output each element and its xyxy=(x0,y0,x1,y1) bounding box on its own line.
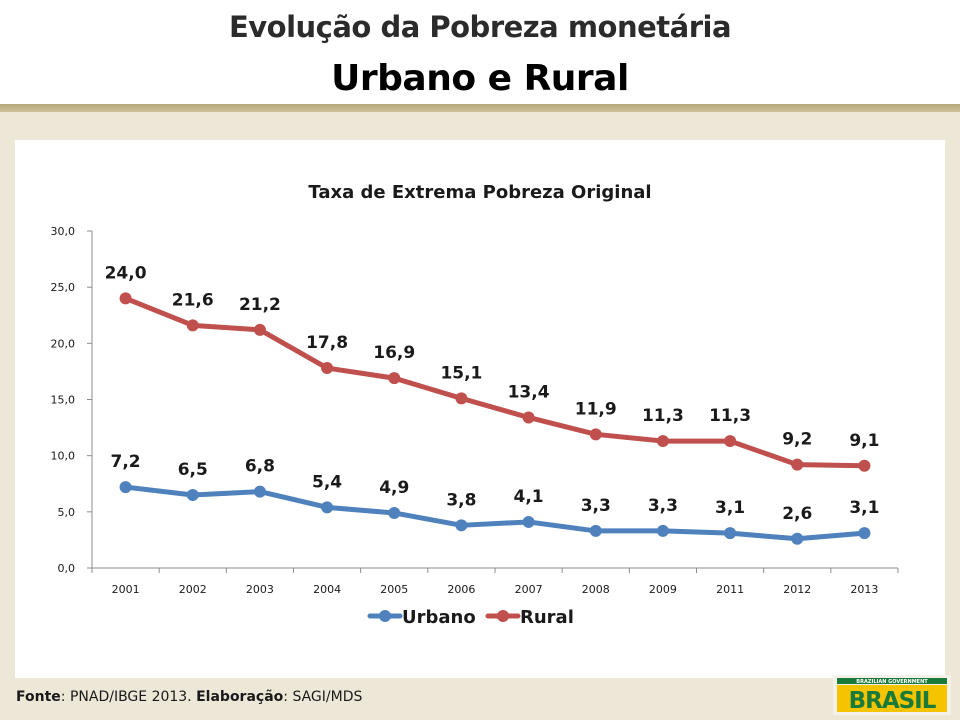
page-subtitle: Urbano e Rural xyxy=(331,58,629,99)
data-point xyxy=(858,527,871,540)
y-tick-label: 20,0 xyxy=(51,337,76,350)
data-point xyxy=(388,506,401,519)
x-tick-label: 2007 xyxy=(515,583,543,596)
x-tick-label: 2008 xyxy=(582,583,610,596)
page-title: Evolução da Pobreza monetária xyxy=(228,10,732,44)
data-label: 3,1 xyxy=(849,498,879,518)
data-label: 4,9 xyxy=(379,478,409,498)
source-note: Fonte: PNAD/IBGE 2013. Elaboração: SAGI/… xyxy=(16,689,362,705)
data-point xyxy=(119,292,132,305)
x-tick-label: 2013 xyxy=(850,583,878,596)
data-label: 17,8 xyxy=(306,333,348,353)
data-point xyxy=(455,519,468,532)
data-label: 11,3 xyxy=(642,406,684,426)
x-tick-label: 2004 xyxy=(313,583,341,596)
chart-panel xyxy=(15,140,945,678)
x-tick-label: 2012 xyxy=(783,583,811,596)
x-tick-label: 2003 xyxy=(246,583,274,596)
data-label: 5,4 xyxy=(312,472,342,492)
logo-small-text: BRAZILIAN GOVERNMENT xyxy=(856,679,928,685)
data-point xyxy=(656,435,669,448)
data-label: 2,6 xyxy=(782,504,812,524)
data-label: 15,1 xyxy=(440,363,482,383)
data-point xyxy=(455,392,468,405)
data-point xyxy=(253,323,266,336)
data-point xyxy=(522,515,535,528)
elaboration-text: : SAGI/MDS xyxy=(283,689,363,705)
data-point xyxy=(724,435,737,448)
series-line-urbano xyxy=(123,484,867,542)
data-point xyxy=(791,458,804,471)
data-label: 11,9 xyxy=(575,399,617,419)
data-point xyxy=(656,524,669,537)
data-point xyxy=(186,319,199,332)
y-tick-label: 25,0 xyxy=(51,281,76,294)
x-tick-label: 2005 xyxy=(380,583,408,596)
legend-label: Urbano xyxy=(402,607,476,628)
y-tick-label: 10,0 xyxy=(51,450,76,463)
data-point xyxy=(388,372,401,385)
x-tick-label: 2006 xyxy=(447,583,475,596)
data-point xyxy=(119,481,132,494)
data-label: 21,6 xyxy=(172,290,214,310)
source-label: Fonte xyxy=(16,689,61,705)
y-tick-label: 15,0 xyxy=(51,394,76,407)
y-tick-label: 0,0 xyxy=(58,562,76,575)
data-label: 3,1 xyxy=(715,498,745,518)
x-tick-label: 2009 xyxy=(649,583,677,596)
y-tick-label: 30,0 xyxy=(51,225,76,238)
data-point xyxy=(522,411,535,424)
source-text: : PNAD/IBGE 2013. xyxy=(60,689,197,705)
data-label: 4,1 xyxy=(514,487,544,507)
data-label: 6,5 xyxy=(178,460,208,480)
data-point xyxy=(858,459,871,472)
data-point xyxy=(589,524,602,537)
header: Evolução da Pobreza monetária Urbano e R… xyxy=(0,0,960,104)
data-label: 3,8 xyxy=(446,490,476,510)
data-point xyxy=(321,501,334,514)
data-label: 7,2 xyxy=(111,452,141,472)
data-label: 3,3 xyxy=(648,496,678,516)
data-label: 3,3 xyxy=(581,496,611,516)
legend-swatch-marker xyxy=(497,610,509,622)
header-divider xyxy=(0,104,960,112)
data-point xyxy=(589,428,602,441)
x-tick-label: 2001 xyxy=(112,583,140,596)
legend-swatch-marker xyxy=(379,610,391,622)
logo-word: BRASIL xyxy=(849,688,937,714)
data-label: 21,2 xyxy=(239,295,281,315)
data-point xyxy=(791,532,804,545)
data-label: 13,4 xyxy=(508,382,550,402)
data-label: 9,2 xyxy=(782,430,812,450)
data-point xyxy=(724,527,737,540)
brasil-government-logo: BRAZILIAN GOVERNMENT BRASIL xyxy=(833,675,951,715)
data-label: 6,8 xyxy=(245,457,275,477)
y-tick-label: 5,0 xyxy=(58,506,76,519)
chart-title: Taxa de Extrema Pobreza Original xyxy=(308,182,652,203)
data-label: 9,1 xyxy=(849,431,879,451)
data-label: 16,9 xyxy=(373,343,415,363)
elaboration-label: Elaboração xyxy=(196,689,284,705)
data-point xyxy=(321,362,334,375)
x-tick-label: 2002 xyxy=(179,583,207,596)
data-label: 24,0 xyxy=(105,263,147,283)
x-tick-label: 2011 xyxy=(716,583,744,596)
data-point xyxy=(253,485,266,498)
legend-label: Rural xyxy=(520,607,574,628)
data-point xyxy=(186,488,199,501)
series-line-rural xyxy=(123,295,867,469)
data-label: 11,3 xyxy=(709,406,751,426)
